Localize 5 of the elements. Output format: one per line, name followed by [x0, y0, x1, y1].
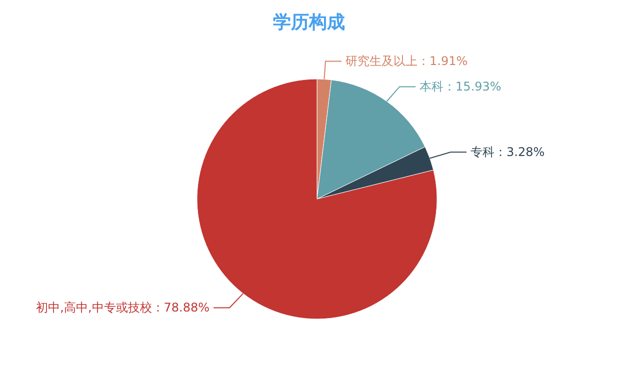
slice-label: 研究生及以上：1.91%: [346, 54, 468, 68]
slice-label: 本科：15.93%: [420, 80, 502, 94]
chart-title: 学历构成: [273, 12, 345, 33]
slice-label: 专科：3.28%: [470, 145, 545, 160]
slice-label: 初中,高中,中专或技校：78.88%: [36, 300, 210, 315]
